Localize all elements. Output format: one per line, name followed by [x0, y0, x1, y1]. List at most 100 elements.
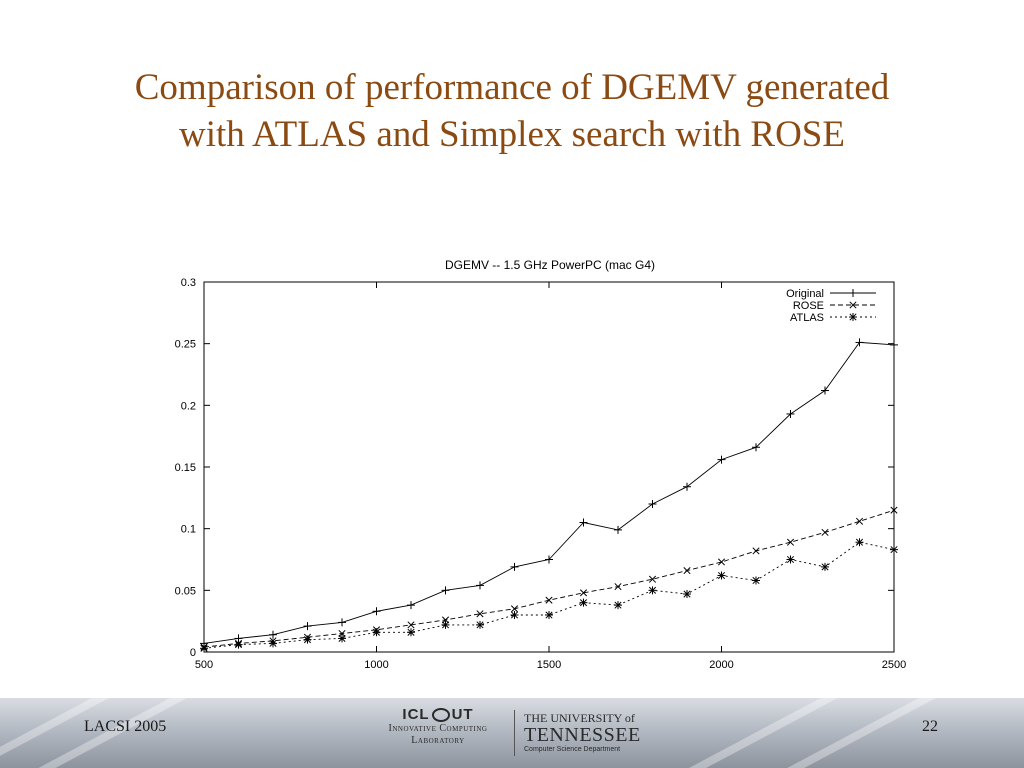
data-point-original: [821, 386, 829, 395]
data-point-rose: [717, 558, 726, 566]
plot-frame: [203, 281, 895, 653]
data-point-original: [407, 601, 415, 610]
legend-marker-atlas: [849, 313, 857, 321]
data-point-rose: [855, 517, 864, 525]
x-tick-label: 1000: [364, 659, 388, 671]
logo-divider: [514, 710, 515, 756]
footer-event-label: LACSI 2005: [84, 718, 167, 735]
performance-chart: DGEMV -- 1.5 GHz PowerPC (mac G4) 00.050…: [175, 258, 907, 671]
data-point-atlas: [683, 590, 691, 599]
data-point-atlas: [579, 598, 588, 607]
y-tick-label: 0.2: [181, 400, 196, 412]
data-point-original: [510, 562, 519, 571]
data-point-rose: [545, 596, 553, 604]
data-point-rose: [614, 583, 622, 591]
data-point-atlas: [890, 545, 898, 554]
x-tick-label: 2500: [882, 659, 906, 671]
data-point-original: [476, 581, 484, 590]
legend-marker-rose: [849, 301, 857, 309]
data-point-atlas: [786, 555, 795, 564]
data-point-original: [614, 525, 622, 534]
x-tick-label: 2000: [709, 659, 733, 671]
data-point-rose: [579, 589, 588, 597]
data-point-original: [545, 555, 553, 564]
data-point-atlas: [752, 576, 760, 585]
data-point-atlas: [717, 571, 726, 580]
data-point-original: [269, 630, 277, 639]
data-point-atlas: [372, 628, 381, 637]
y-tick-label: 0.05: [175, 585, 196, 597]
data-point-original: [303, 622, 312, 631]
data-point-original: [441, 586, 450, 595]
slide-title-line-1: Comparison of performance of DGEMV gener…: [134, 67, 890, 108]
footer-decoration: [688, 698, 1010, 768]
data-point-original: [579, 518, 588, 527]
y-tick-label: 0.15: [175, 462, 196, 474]
data-point-rose: [683, 567, 691, 575]
icl-mark-right-text: UT: [451, 706, 474, 723]
data-point-atlas: [614, 601, 622, 610]
data-point-atlas: [269, 639, 277, 648]
y-tick-label: 0.25: [175, 339, 196, 351]
data-point-original: [648, 500, 657, 508]
series-line-original: [203, 341, 895, 644]
icl-logo: ICL UT Innovative Computing Laboratory: [372, 706, 504, 747]
footer-bar: LACSI 2005 ICL UT Innovative Computing La…: [0, 698, 1024, 768]
footer-logos: ICL UT Innovative Computing Laboratory TH…: [372, 706, 641, 762]
x-axis: 500 1000 1500 2000 2500: [195, 282, 906, 671]
data-point-rose: [752, 547, 760, 555]
data-point-original: [890, 340, 898, 349]
data-point-rose: [648, 575, 657, 583]
data-point-rose: [407, 621, 415, 629]
data-point-original: [338, 618, 346, 627]
y-axis: 0 0.05 0.1 0.15 0.2 0.25 0.3: [175, 277, 894, 659]
data-point-atlas: [476, 620, 484, 629]
ut-logo-line-1: THE UNIVERSITY of: [524, 711, 635, 725]
slide-title: Comparison of performance of DGEMV gener…: [40, 64, 984, 158]
data-point-atlas: [545, 611, 553, 619]
data-point-atlas: [855, 538, 864, 547]
page-number: 22: [922, 718, 938, 735]
icl-logo-line-1: Innovative Computing: [388, 723, 488, 734]
legend-label-atlas: ATLAS: [790, 312, 824, 324]
icl-mark-text: ICL: [402, 706, 430, 723]
data-point-original: [683, 482, 691, 491]
data-point-atlas: [407, 628, 415, 637]
data-point-original: [855, 338, 864, 347]
slide-title-line-2: with ATLAS and Simplex search with ROSE: [179, 114, 845, 155]
ut-logo-line-2: TENNESSEE: [524, 724, 641, 746]
data-point-atlas: [510, 611, 519, 619]
data-point-rose: [510, 605, 519, 613]
ut-logo-line-3: Computer Science Department: [524, 746, 621, 753]
data-point-atlas: [200, 644, 208, 653]
swirl-icon: [431, 708, 450, 723]
icl-logo-line-2: Laboratory: [411, 735, 465, 746]
data-point-rose: [890, 506, 898, 514]
y-tick-label: 0.1: [181, 524, 196, 536]
y-tick-label: 0: [190, 647, 196, 659]
series-layer: [200, 338, 898, 653]
data-point-atlas: [338, 634, 346, 643]
x-tick-label: 500: [195, 659, 213, 671]
data-point-atlas: [441, 620, 450, 629]
data-point-rose: [821, 528, 829, 536]
data-point-rose: [476, 610, 484, 618]
x-tick-label: 1500: [537, 659, 561, 671]
legend-label-rose: ROSE: [793, 300, 824, 312]
data-point-original: [372, 607, 381, 616]
chart-title: DGEMV -- 1.5 GHz PowerPC (mac G4): [445, 258, 655, 272]
series-line-atlas: [203, 541, 895, 649]
legend-label-original: Original: [786, 288, 824, 300]
data-point-original: [786, 409, 795, 418]
data-point-atlas: [648, 586, 657, 595]
ut-logo: THE UNIVERSITY of TENNESSEE Computer Sci…: [524, 711, 641, 754]
data-point-atlas: [303, 635, 312, 644]
data-point-atlas: [821, 562, 829, 571]
data-point-rose: [786, 538, 795, 546]
y-tick-label: 0.3: [181, 277, 196, 289]
legend-marker-original: [849, 289, 857, 297]
footer-decoration: [758, 698, 1024, 768]
data-point-original: [717, 455, 726, 464]
data-point-original: [752, 443, 760, 452]
